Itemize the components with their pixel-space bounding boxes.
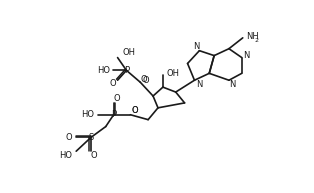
Text: S: S: [88, 133, 94, 142]
Text: N: N: [229, 80, 235, 89]
Text: HO: HO: [59, 151, 72, 160]
Text: O: O: [131, 106, 138, 115]
Text: OH: OH: [167, 69, 180, 78]
Text: 2: 2: [255, 38, 258, 43]
Text: HO: HO: [81, 110, 94, 119]
Text: N: N: [196, 80, 203, 89]
Text: HO: HO: [97, 66, 110, 75]
Text: O: O: [109, 79, 116, 88]
Text: N: N: [193, 42, 200, 51]
Text: OH: OH: [122, 48, 136, 57]
Text: NH: NH: [246, 32, 258, 41]
Text: N: N: [243, 51, 250, 60]
Text: O: O: [141, 75, 148, 84]
Text: O: O: [91, 151, 97, 160]
Text: P: P: [124, 66, 129, 75]
Text: O: O: [113, 94, 120, 103]
Text: P: P: [111, 110, 116, 119]
Text: O: O: [66, 133, 72, 142]
Text: O: O: [131, 106, 138, 115]
Text: O: O: [142, 76, 149, 85]
